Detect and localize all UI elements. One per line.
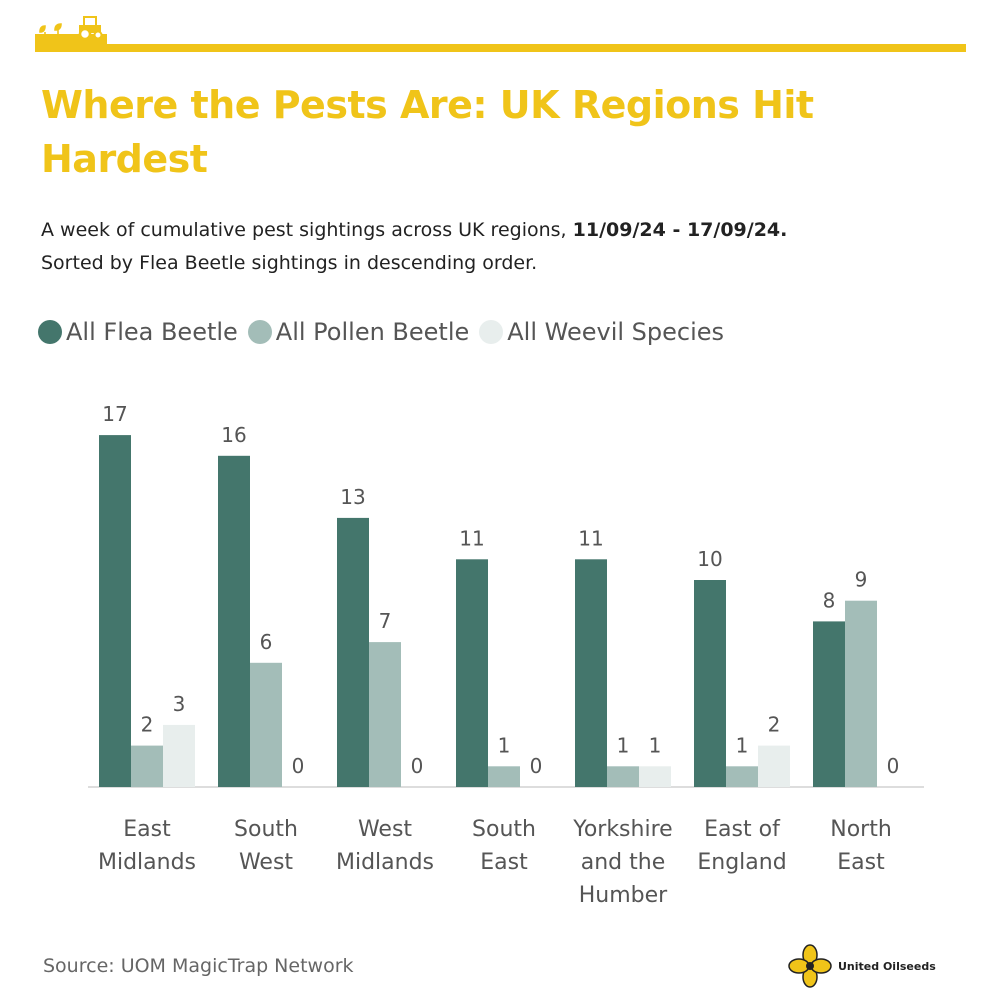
data-label-all-pollen-beetle: 7 [379, 609, 392, 633]
category-label: Midlands [98, 850, 196, 875]
legend-item-weevil: All Weevil Species [479, 318, 724, 346]
data-label-all-weevil-species: 2 [768, 713, 781, 737]
brand-logo: United Oilseeds [788, 944, 936, 988]
subtitle-line-2: Sorted by Flea Beetle sightings in desce… [41, 252, 538, 274]
data-label-all-pollen-beetle: 1 [736, 733, 749, 757]
data-label-all-flea-beetle: 10 [697, 547, 722, 571]
data-label-all-pollen-beetle: 2 [141, 713, 154, 737]
bar-all-flea-beetle [99, 435, 131, 787]
data-label-all-flea-beetle: 13 [340, 485, 365, 509]
source-note: Source: UOM MagicTrap Network [43, 955, 354, 977]
category-label: Midlands [336, 850, 434, 875]
data-label-all-weevil-species: 0 [411, 754, 424, 778]
category-label: South [234, 817, 298, 842]
data-label-all-flea-beetle: 17 [102, 402, 127, 426]
bar-all-pollen-beetle [250, 662, 282, 787]
legend-swatch-pollen-beetle [247, 320, 272, 344]
category-label: North [830, 817, 892, 842]
category-label: Humber [579, 883, 668, 908]
oilseed-flower-icon [788, 944, 832, 988]
bar-all-flea-beetle [575, 559, 607, 787]
bar-all-pollen-beetle [607, 766, 639, 787]
category-label: East of [704, 817, 781, 842]
legend-swatch-weevil [479, 320, 504, 344]
brand-name: United Oilseeds [838, 959, 936, 973]
bar-all-flea-beetle [813, 621, 845, 787]
data-label-all-pollen-beetle: 9 [855, 568, 868, 592]
bar-all-flea-beetle [694, 580, 726, 787]
bar-all-flea-beetle [218, 455, 250, 787]
bar-all-pollen-beetle [369, 642, 401, 787]
category-label: South [472, 817, 536, 842]
data-label-all-flea-beetle: 16 [221, 423, 246, 447]
data-label-all-pollen-beetle: 1 [617, 733, 630, 757]
chart-subtitle: A week of cumulative pest sightings acro… [41, 214, 941, 280]
category-label: England [697, 850, 786, 875]
bar-chart: 1723EastMidlands1660SouthWest1370WestMid… [88, 402, 924, 908]
legend: All Flea Beetle All Pollen Beetle All We… [38, 318, 734, 346]
bar-all-flea-beetle [337, 517, 369, 787]
bar-all-pollen-beetle [131, 745, 163, 787]
bar-all-weevil-species [758, 745, 790, 787]
bar-all-weevil-species [639, 766, 671, 787]
data-label-all-flea-beetle: 8 [823, 588, 836, 612]
bar-all-weevil-species [163, 724, 195, 787]
data-label-all-weevil-species: 0 [887, 754, 900, 778]
bar-all-pollen-beetle [726, 766, 758, 787]
data-label-all-pollen-beetle: 1 [498, 733, 511, 757]
category-label: West [358, 817, 412, 842]
subtitle-dates: 11/09/24 - 17/09/24. [572, 219, 788, 241]
legend-label-pollen-beetle: All Pollen Beetle [275, 318, 470, 346]
bar-all-pollen-beetle [488, 766, 520, 787]
category-label: and the [581, 850, 666, 875]
category-label: West [239, 850, 293, 875]
data-label-all-flea-beetle: 11 [459, 526, 484, 550]
legend-item-pollen-beetle: All Pollen Beetle [247, 318, 470, 346]
legend-label-flea-beetle: All Flea Beetle [66, 318, 238, 346]
header-rule [35, 44, 966, 52]
data-label-all-pollen-beetle: 6 [260, 630, 273, 654]
bar-all-flea-beetle [456, 559, 488, 787]
legend-label-weevil: All Weevil Species [507, 318, 725, 346]
data-label-all-weevil-species: 0 [292, 754, 305, 778]
legend-item-flea-beetle: All Flea Beetle [38, 318, 238, 346]
data-label-all-weevil-species: 3 [173, 692, 186, 716]
subtitle-text: A week of cumulative pest sightings acro… [41, 219, 573, 241]
chart-title: Where the Pests Are: UK Regions Hit Hard… [41, 83, 814, 181]
legend-swatch-flea-beetle [38, 320, 62, 344]
data-label-all-flea-beetle: 11 [578, 526, 603, 550]
category-label: East [480, 850, 528, 875]
category-label: East [123, 817, 171, 842]
bar-all-pollen-beetle [845, 600, 877, 787]
data-label-all-weevil-species: 0 [530, 754, 543, 778]
data-label-all-weevil-species: 1 [649, 733, 662, 757]
category-label: Yorkshire [572, 817, 672, 842]
category-label: East [837, 850, 885, 875]
